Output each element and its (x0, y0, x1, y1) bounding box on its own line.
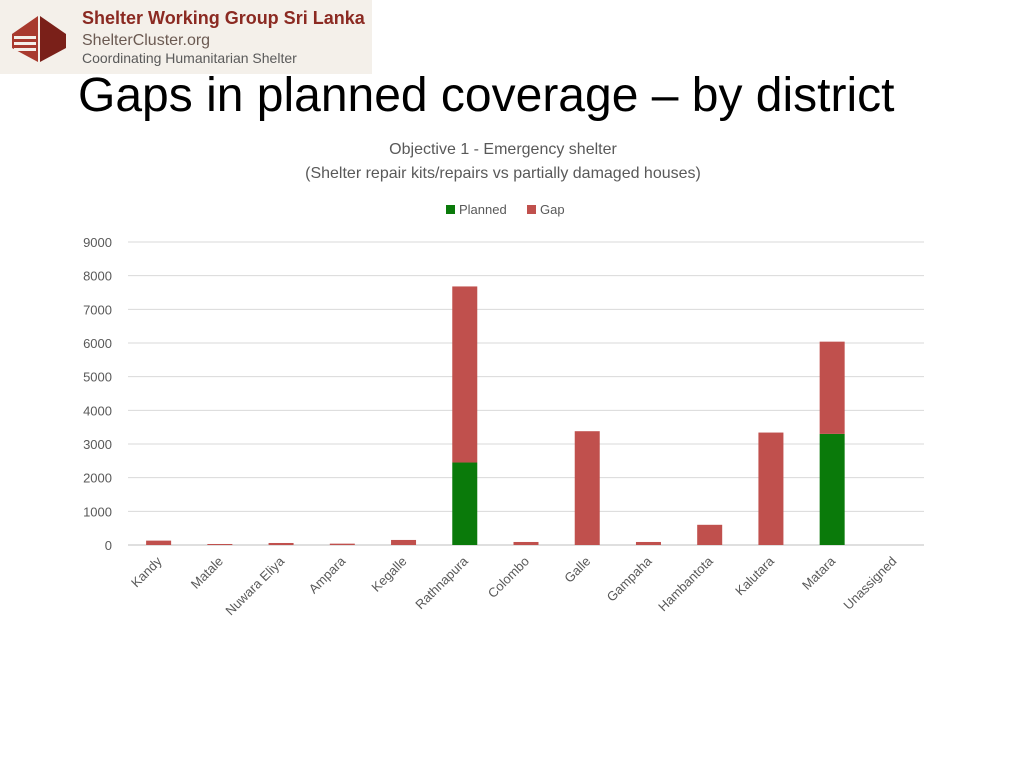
legend-swatch-gap (527, 205, 536, 214)
x-tick-label: Colombo (485, 554, 532, 601)
x-tick-label: Matale (188, 554, 226, 592)
bar-gap-galle (574, 431, 600, 545)
x-tick-label: Matara (799, 553, 839, 593)
y-tick-label: 6000 (83, 336, 112, 351)
chart-subtitle: (Shelter repair kits/repairs vs partiall… (305, 165, 701, 182)
y-tick-label: 0 (105, 538, 112, 553)
x-tick-label: Ampara (306, 553, 349, 596)
logo-org-name: Shelter Working Group Sri Lanka (82, 8, 365, 28)
x-tick-label: Hambantota (655, 553, 716, 614)
gridlines (128, 241, 924, 546)
x-tick-label: Kalutara (732, 553, 777, 598)
y-tick-label: 2000 (83, 471, 112, 486)
y-tick-label: 5000 (83, 370, 112, 385)
logo-website: ShelterCluster.org (82, 32, 211, 49)
x-tick-label: Gampaha (604, 553, 656, 605)
x-tick-label: Nuwara Eliya (222, 553, 287, 618)
x-tick-label: Kandy (128, 553, 165, 590)
bar-gap-kandy (146, 540, 172, 545)
legend-label-planned: Planned (459, 202, 507, 217)
y-tick-label: 8000 (83, 269, 112, 284)
shelter-hands-icon (12, 16, 66, 62)
bar-gap-gampaha (635, 541, 661, 545)
y-axis: 0 1000 2000 3000 4000 5000 6000 7000 8000 9000 (83, 235, 112, 553)
bars (146, 286, 845, 545)
bar-gap-ampara (329, 543, 355, 545)
bar-gap-matale (207, 543, 233, 545)
x-tick-label: Unassigned (840, 554, 899, 613)
logo: Shelter Working Group Sri Lanka ShelterC… (0, 0, 372, 74)
bar-gap-kalutara (758, 432, 784, 545)
y-tick-label: 7000 (83, 302, 112, 317)
legend-swatch-planned (446, 205, 455, 214)
bar-gap-kegalle (391, 539, 417, 545)
bar-planned-matara (819, 433, 845, 545)
bar-planned-rathnapura (452, 462, 478, 545)
y-tick-label: 4000 (83, 403, 112, 418)
y-tick-label: 3000 (83, 437, 112, 452)
logo-tagline: Coordinating Humanitarian Shelter (82, 50, 297, 66)
bar-gap-nuwara-eliya (268, 542, 294, 545)
legend-label-gap: Gap (540, 202, 565, 217)
y-tick-label: 9000 (83, 235, 112, 250)
bar-gap-hambantota (697, 524, 723, 545)
x-tick-label: Galle (561, 554, 593, 586)
page-title: Gaps in planned coverage – by district (78, 69, 895, 122)
x-tick-label: Rathnapura (412, 553, 471, 612)
chart-title: Objective 1 - Emergency shelter (389, 141, 617, 158)
bar-gap-rathnapura (452, 286, 478, 463)
y-tick-label: 1000 (83, 504, 112, 519)
bar-gap-matara (819, 341, 845, 434)
chart-legend: Planned Gap (446, 202, 565, 217)
bar-gap-colombo (513, 541, 539, 545)
x-tick-label: Kegalle (368, 554, 409, 595)
